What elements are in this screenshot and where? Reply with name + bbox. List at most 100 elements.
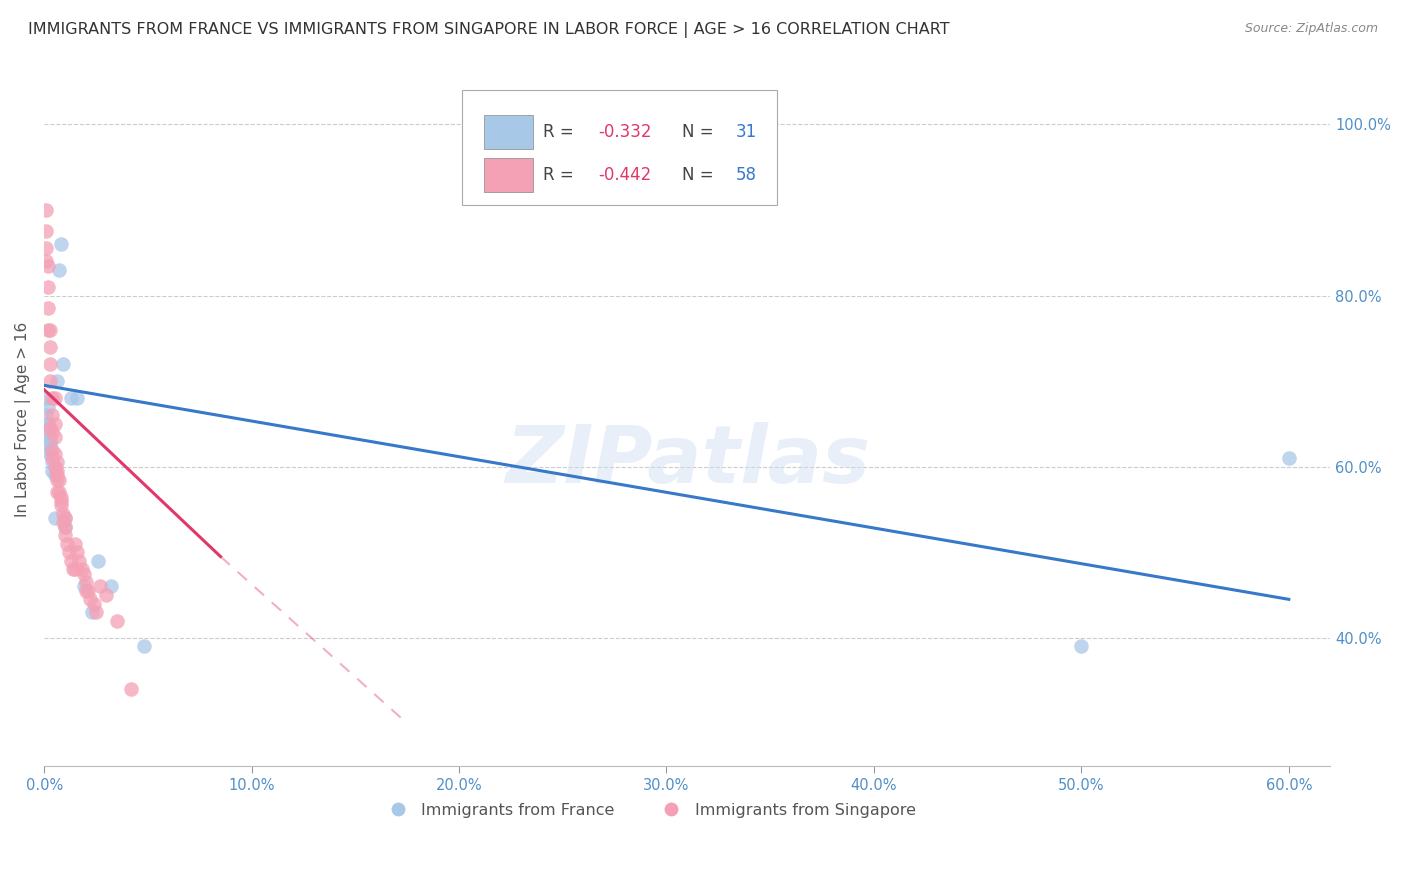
Point [1070, 640, 1092, 654]
Text: -0.442: -0.442 [599, 166, 652, 184]
Point [75, 575, 97, 590]
Point [96, 588, 118, 602]
Point [52, 516, 75, 530]
Point [70, 562, 93, 576]
Point [35, 409, 58, 423]
Point [105, 614, 128, 628]
Point [75, 583, 97, 598]
Point [48, 262, 70, 277]
Point [62, 562, 84, 576]
Point [53, 519, 76, 533]
Point [45, 374, 67, 388]
Point [35, 254, 58, 268]
Point [49, 494, 72, 508]
Point [72, 579, 94, 593]
Point [60, 391, 83, 405]
Point [65, 562, 87, 576]
Point [79, 592, 101, 607]
Point [44, 468, 66, 483]
Point [65, 537, 87, 551]
Text: R =: R = [543, 166, 579, 184]
Point [66, 545, 89, 559]
FancyBboxPatch shape [463, 90, 778, 204]
Point [37, 400, 59, 414]
Point [41, 391, 63, 405]
Point [39, 434, 62, 448]
Point [35, 242, 58, 256]
Text: 31: 31 [737, 123, 758, 141]
Point [39, 357, 62, 371]
Point [41, 464, 63, 478]
Point [41, 425, 63, 440]
Point [39, 430, 62, 444]
Point [39, 374, 62, 388]
Bar [484, 115, 533, 149]
Point [53, 511, 76, 525]
Point [132, 640, 155, 654]
Text: N =: N = [682, 166, 718, 184]
Text: 58: 58 [737, 166, 756, 184]
Point [41, 442, 63, 457]
Point [41, 455, 63, 469]
Point [45, 464, 67, 478]
Point [37, 259, 59, 273]
Point [53, 519, 76, 533]
Point [66, 391, 89, 405]
Point [37, 421, 59, 435]
Point [45, 468, 67, 483]
Text: -0.332: -0.332 [599, 123, 652, 141]
Point [52, 507, 75, 521]
Point [39, 442, 62, 457]
Point [56, 537, 79, 551]
Text: N =: N = [682, 123, 718, 141]
Point [37, 425, 59, 440]
Point [39, 438, 62, 452]
Point [44, 447, 66, 461]
Point [41, 451, 63, 466]
Point [39, 340, 62, 354]
Point [44, 459, 66, 474]
Text: R =: R = [543, 123, 579, 141]
Point [39, 421, 62, 435]
Point [35, 202, 58, 217]
Text: Source: ZipAtlas.com: Source: ZipAtlas.com [1244, 22, 1378, 36]
Point [44, 511, 66, 525]
Point [120, 682, 142, 697]
Point [37, 417, 59, 431]
Point [41, 409, 63, 423]
Point [83, 597, 105, 611]
Point [44, 459, 66, 474]
Point [44, 430, 66, 444]
Text: ZIPatlas: ZIPatlas [505, 422, 870, 500]
Point [76, 583, 98, 598]
Point [44, 391, 66, 405]
Point [35, 224, 58, 238]
Point [53, 511, 76, 525]
Point [58, 545, 80, 559]
Point [35, 391, 58, 405]
Point [89, 579, 111, 593]
Point [45, 455, 67, 469]
Legend: Immigrants from France, Immigrants from Singapore: Immigrants from France, Immigrants from … [375, 797, 922, 824]
Point [44, 417, 66, 431]
Point [1278, 451, 1301, 466]
Point [45, 473, 67, 487]
Point [39, 323, 62, 337]
Point [37, 280, 59, 294]
Point [48, 473, 70, 487]
Point [87, 554, 110, 568]
Point [39, 447, 62, 461]
Point [60, 554, 83, 568]
Y-axis label: In Labor Force | Age > 16: In Labor Force | Age > 16 [15, 322, 31, 517]
Point [100, 579, 122, 593]
Text: IMMIGRANTS FROM FRANCE VS IMMIGRANTS FROM SINGAPORE IN LABOR FORCE | AGE > 16 CO: IMMIGRANTS FROM FRANCE VS IMMIGRANTS FRO… [28, 22, 949, 38]
Point [80, 605, 103, 619]
Point [49, 490, 72, 504]
Point [49, 237, 72, 252]
Point [52, 357, 75, 371]
Point [48, 485, 70, 500]
Point [37, 323, 59, 337]
Point [53, 528, 76, 542]
Point [72, 566, 94, 581]
Point [37, 301, 59, 316]
